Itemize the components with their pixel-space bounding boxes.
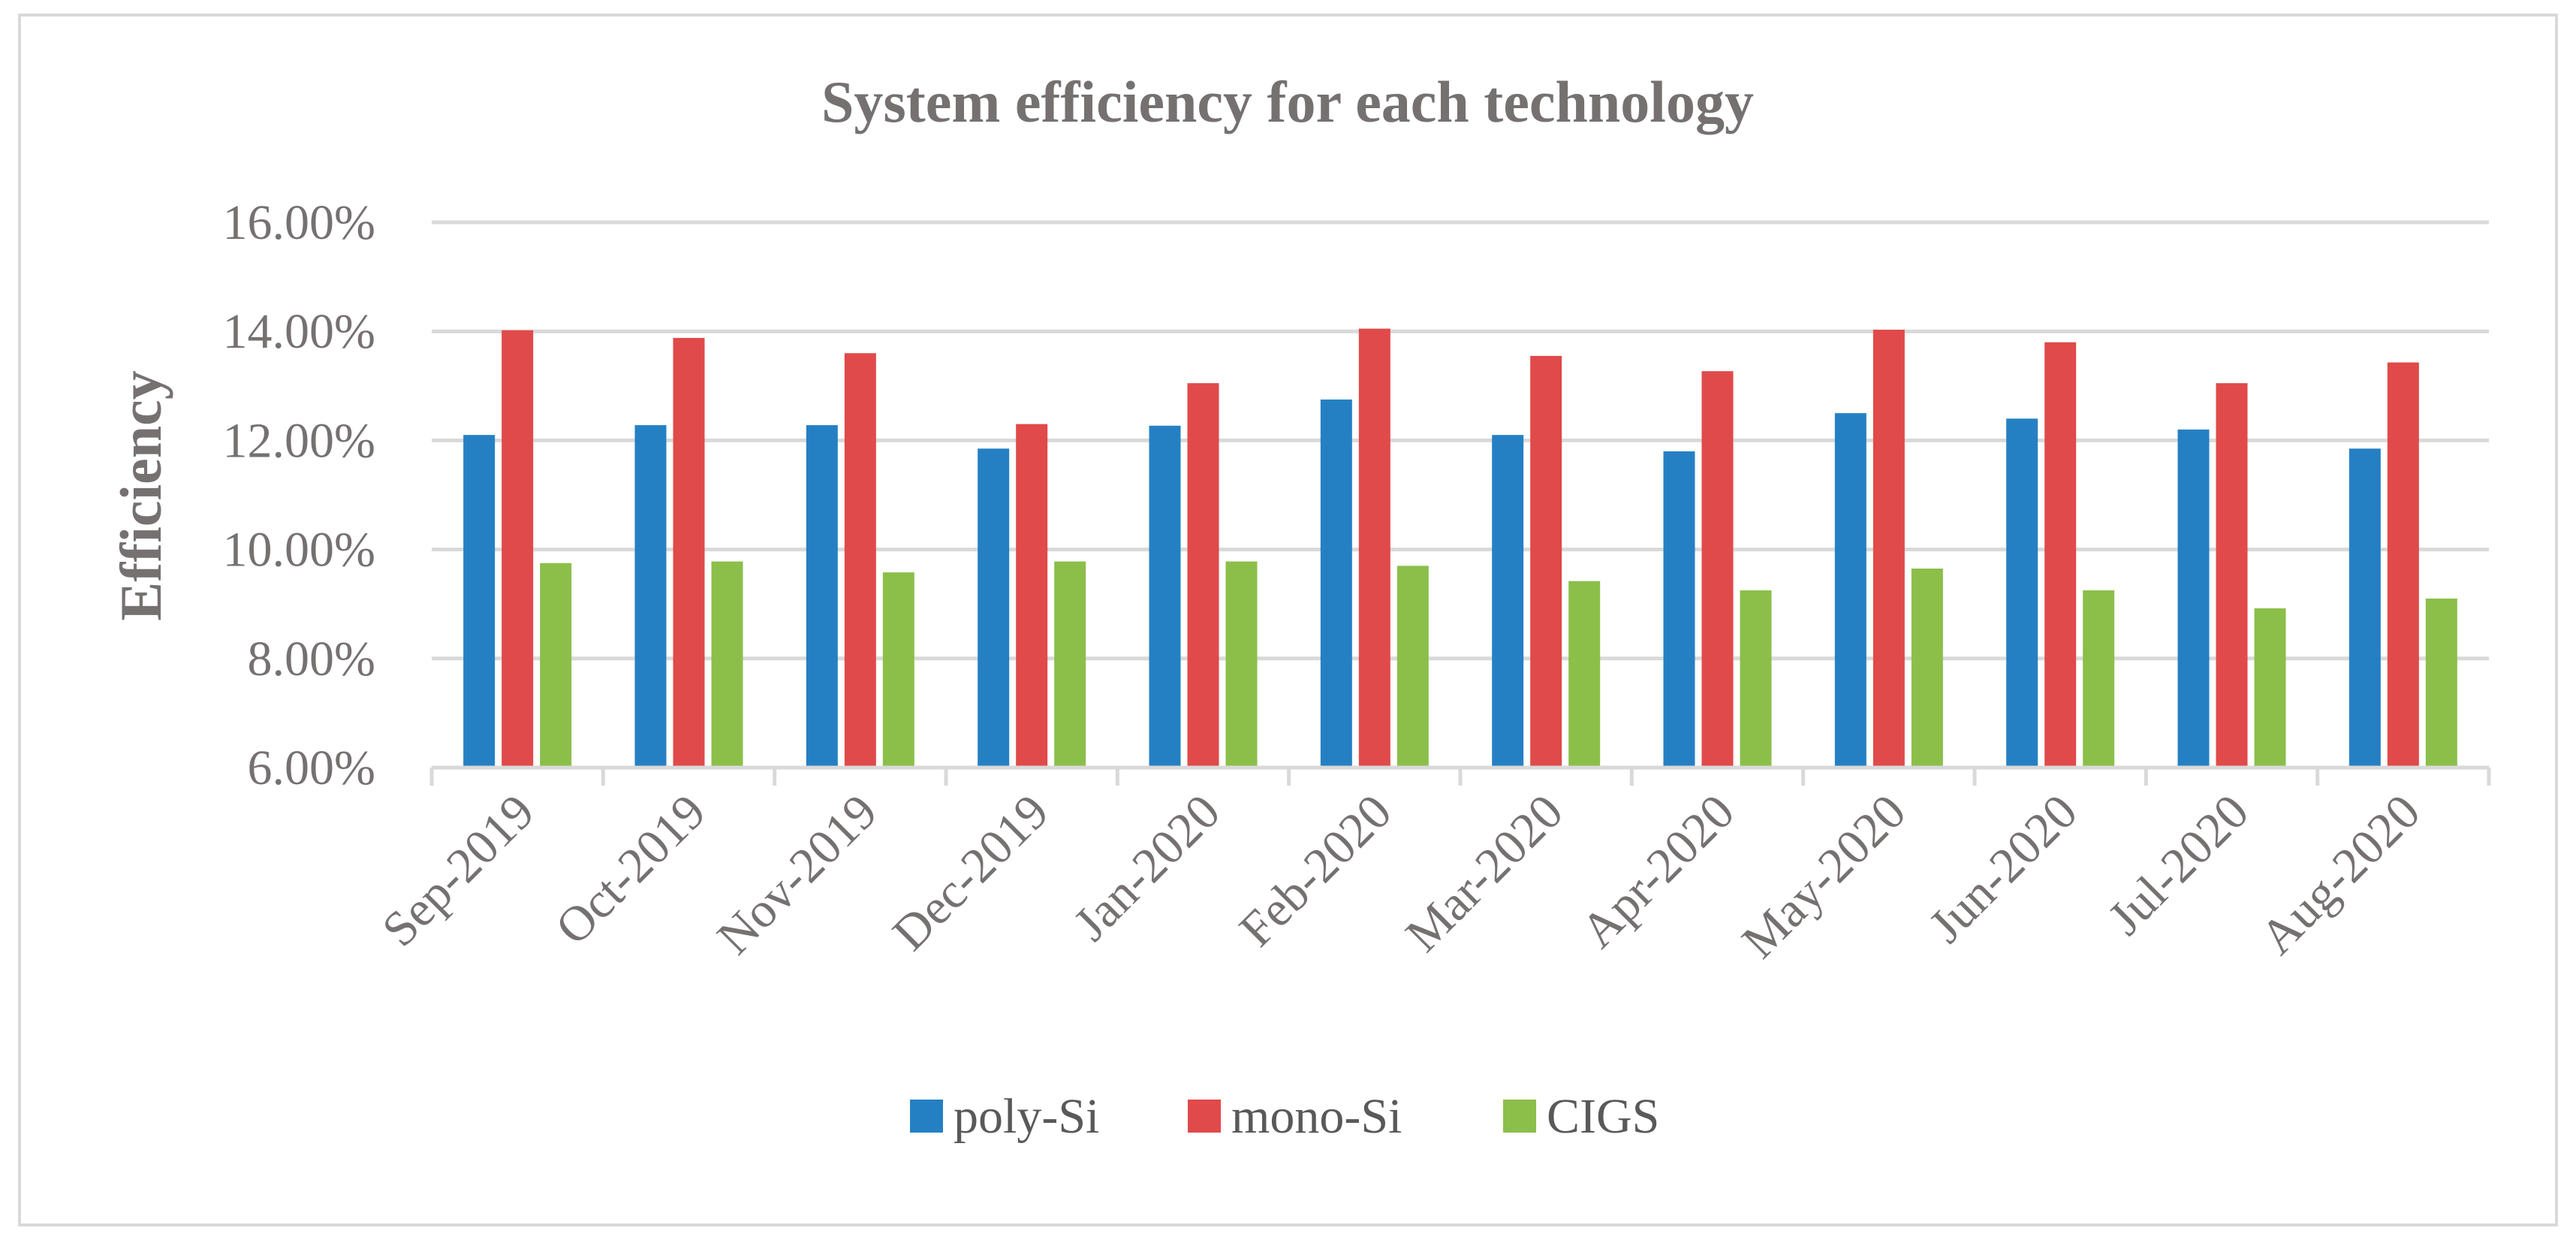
bar-cigs-oct-2019 bbox=[711, 561, 743, 768]
x-tick-label: May-2020 bbox=[1731, 784, 1916, 969]
y-axis-title: Efficiency bbox=[108, 370, 173, 621]
bar-cigs-nov-2019 bbox=[882, 572, 914, 768]
bar-poly-si-apr-2020 bbox=[1663, 451, 1695, 768]
x-tick-label: Apr-2020 bbox=[1571, 784, 1745, 958]
bar-mono-si-sep-2019 bbox=[502, 330, 534, 768]
y-tick-label: 6.00% bbox=[248, 741, 375, 795]
chart-frame bbox=[18, 14, 2558, 1226]
gridlines bbox=[432, 220, 2489, 661]
bar-poly-si-jun-2020 bbox=[2006, 418, 2038, 768]
x-tick-label: Dec-2019 bbox=[882, 784, 1059, 961]
bar-cigs-may-2020 bbox=[1911, 569, 1943, 768]
legend-label-mono-si: mono-Si bbox=[1231, 1089, 1402, 1144]
bar-cigs-jun-2020 bbox=[2083, 590, 2115, 768]
x-tick-label: Jan-2020 bbox=[1063, 784, 1231, 952]
bar-poly-si-may-2020 bbox=[1834, 413, 1866, 768]
y-tick-label: 10.00% bbox=[223, 523, 375, 578]
bar-poly-si-mar-2020 bbox=[1492, 435, 1524, 768]
bar-cigs-dec-2019 bbox=[1054, 561, 1086, 768]
bar-cigs-sep-2019 bbox=[540, 563, 572, 768]
bar-poly-si-oct-2019 bbox=[634, 425, 667, 768]
bar-mono-si-apr-2020 bbox=[1701, 371, 1734, 768]
bar-poly-si-aug-2020 bbox=[2349, 448, 2381, 768]
y-tick-labels: 6.00% 8.00% 10.00% 12.00% 14.00% 16.00% bbox=[223, 195, 375, 795]
x-tick-label: Nov-2019 bbox=[707, 784, 888, 965]
legend-label-poly-si: poly-Si bbox=[954, 1089, 1099, 1144]
chart-title: System efficiency for each technology bbox=[821, 69, 1754, 134]
y-tick-label: 8.00% bbox=[248, 632, 375, 686]
bar-poly-si-feb-2020 bbox=[1320, 399, 1352, 768]
y-tick-label: 16.00% bbox=[223, 195, 375, 250]
bar-mono-si-nov-2019 bbox=[844, 353, 876, 768]
bar-poly-si-sep-2019 bbox=[463, 435, 496, 768]
bar-cigs-feb-2020 bbox=[1396, 566, 1429, 768]
bar-mono-si-jan-2020 bbox=[1187, 383, 1219, 768]
bar-mono-si-jun-2020 bbox=[2044, 342, 2077, 768]
y-tick-label: 14.00% bbox=[223, 304, 375, 359]
legend-swatch-cigs bbox=[1503, 1100, 1536, 1133]
bar-cigs-apr-2020 bbox=[1740, 590, 1772, 768]
bar-mono-si-may-2020 bbox=[1872, 330, 1905, 768]
bar-mono-si-jul-2020 bbox=[2216, 383, 2248, 768]
bars bbox=[463, 328, 2457, 768]
legend-label-cigs: CIGS bbox=[1547, 1089, 1659, 1144]
legend-swatch-mono-si bbox=[1188, 1100, 1221, 1133]
bar-poly-si-jan-2020 bbox=[1149, 425, 1181, 768]
x-tick-label: Sep-2019 bbox=[372, 784, 545, 958]
y-tick-label: 12.00% bbox=[223, 413, 375, 468]
bar-mono-si-aug-2020 bbox=[2387, 362, 2419, 768]
bar-poly-si-dec-2019 bbox=[978, 448, 1010, 768]
bar-mono-si-mar-2020 bbox=[1530, 355, 1562, 768]
x-tick-label: Mar-2020 bbox=[1395, 784, 1573, 962]
bar-poly-si-jul-2020 bbox=[2177, 429, 2210, 768]
bar-mono-si-feb-2020 bbox=[1358, 328, 1390, 768]
x-tick-label: Feb-2020 bbox=[1229, 784, 1402, 958]
bar-poly-si-nov-2019 bbox=[806, 425, 838, 768]
x-tick-label: Jun-2020 bbox=[1918, 784, 2087, 953]
bar-cigs-mar-2020 bbox=[1568, 581, 1601, 768]
x-tick-label: Aug-2020 bbox=[2250, 784, 2431, 965]
x-axis bbox=[429, 765, 2491, 786]
x-tick-label: Oct-2019 bbox=[545, 784, 716, 955]
bar-cigs-aug-2020 bbox=[2425, 598, 2457, 768]
legend-swatch-poly-si bbox=[910, 1100, 943, 1133]
bar-cigs-jan-2020 bbox=[1225, 561, 1258, 768]
bar-cigs-jul-2020 bbox=[2254, 608, 2286, 768]
bar-mono-si-oct-2019 bbox=[673, 337, 705, 768]
legend: poly-Si mono-Si CIGS bbox=[910, 1089, 1659, 1144]
x-tick-label: Jul-2020 bbox=[2098, 784, 2259, 946]
bar-mono-si-dec-2019 bbox=[1016, 424, 1048, 768]
